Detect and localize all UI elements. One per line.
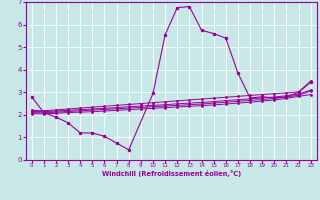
X-axis label: Windchill (Refroidissement éolien,°C): Windchill (Refroidissement éolien,°C) xyxy=(101,170,241,177)
